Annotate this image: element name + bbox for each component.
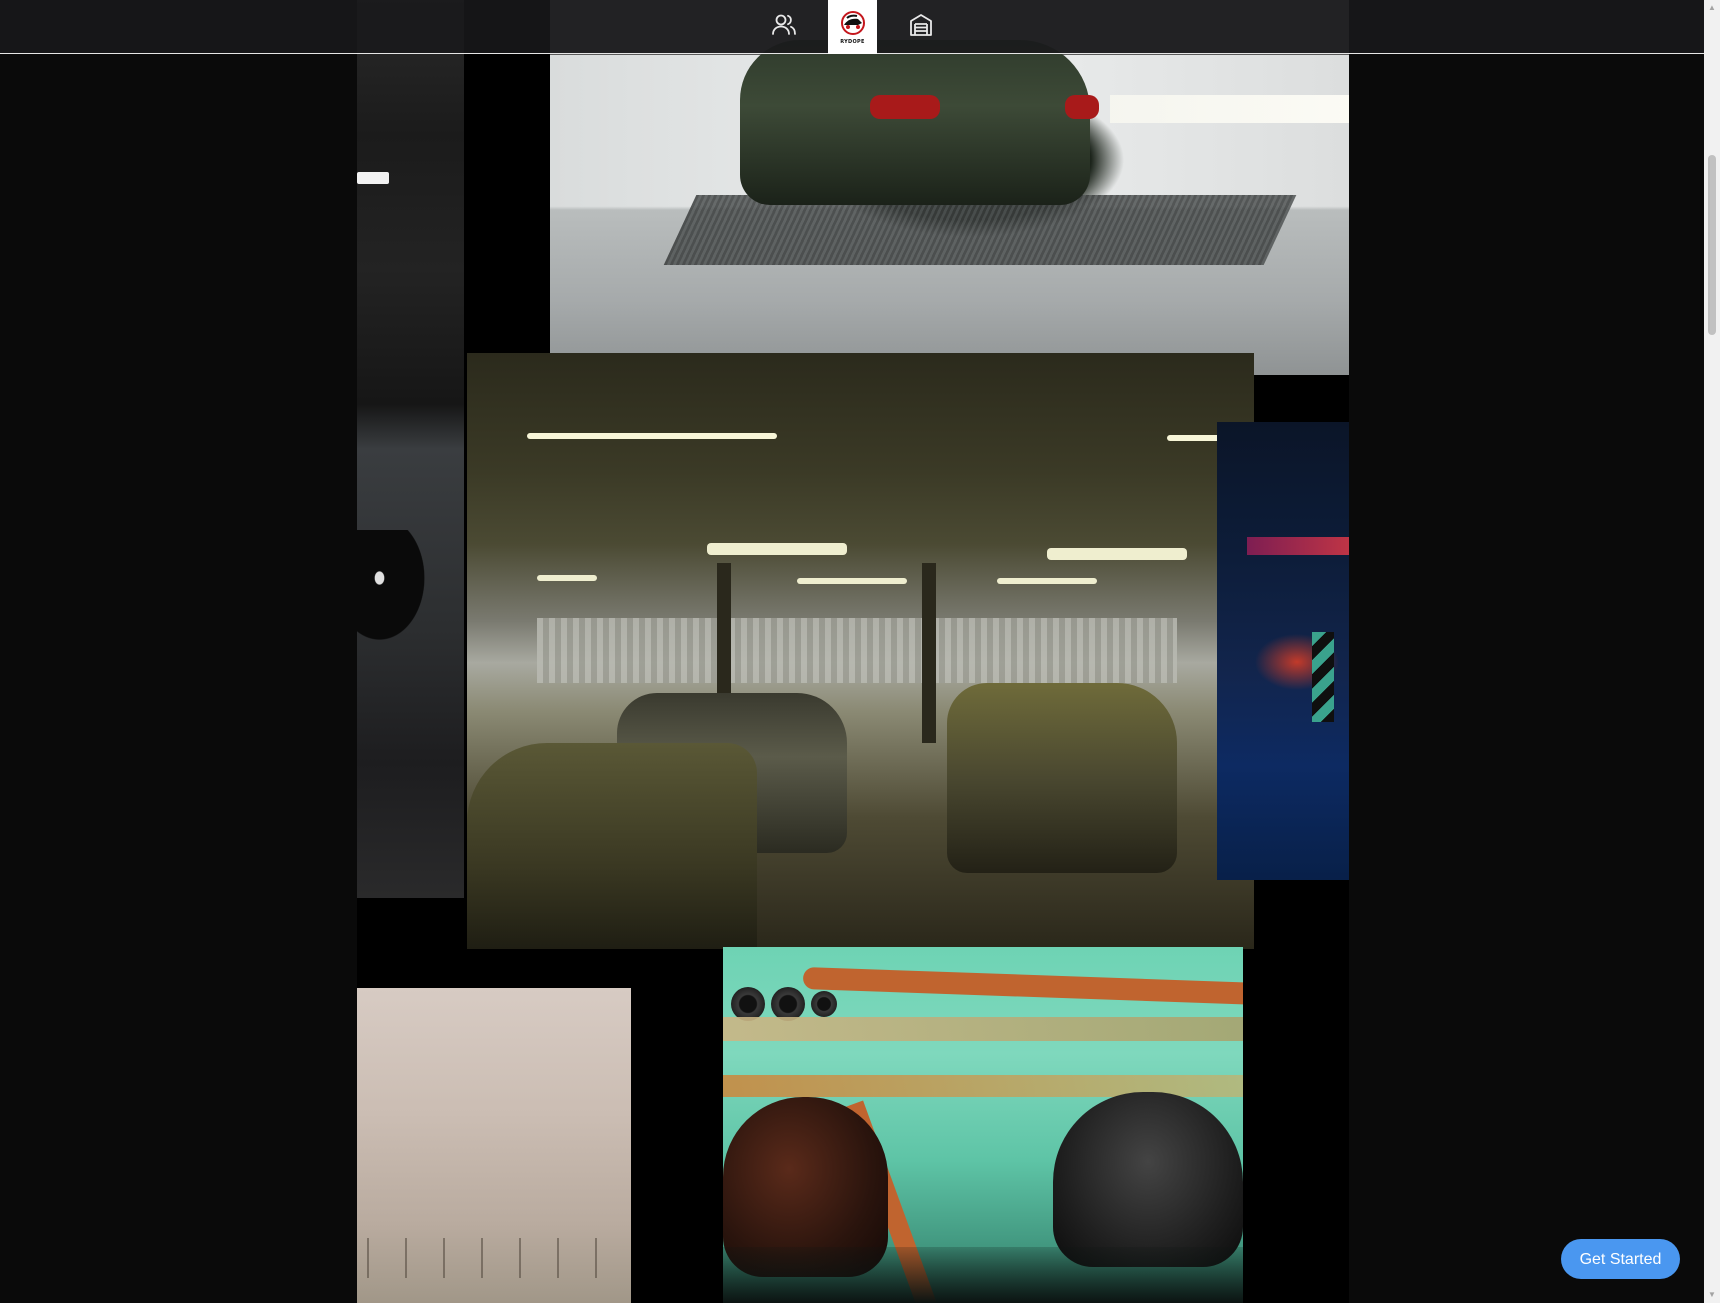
garage-pillar bbox=[922, 563, 936, 743]
photo-collage bbox=[357, 0, 1349, 1303]
ceiling-light bbox=[1167, 435, 1254, 441]
tail-light bbox=[870, 95, 940, 119]
ceiling-light bbox=[797, 578, 907, 584]
exhaust-pipe bbox=[811, 991, 837, 1017]
bmw-car-shape bbox=[740, 40, 1090, 205]
scroll-up-arrow-icon[interactable]: ▲ bbox=[1708, 3, 1716, 12]
neon-stripe bbox=[1247, 537, 1349, 555]
vertical-scrollbar[interactable]: ▲ ▼ bbox=[1704, 0, 1720, 1303]
fence-posts bbox=[367, 1238, 617, 1278]
photo-shadow bbox=[723, 1247, 1243, 1303]
light-bar bbox=[723, 1075, 1243, 1097]
users-icon[interactable] bbox=[769, 10, 799, 40]
ceiling-light bbox=[997, 578, 1097, 584]
gallery-image-motorcycle[interactable] bbox=[357, 0, 464, 898]
ceiling-light bbox=[1047, 548, 1187, 560]
car-helmet-logo-icon bbox=[840, 11, 865, 35]
floor-grate bbox=[663, 195, 1297, 265]
striped-pillar bbox=[1312, 632, 1334, 722]
helmet-right bbox=[1053, 1092, 1243, 1267]
scroll-down-arrow-icon[interactable]: ▼ bbox=[1708, 1290, 1716, 1299]
light-bar bbox=[723, 1017, 1243, 1041]
gallery-image-pit-garage[interactable] bbox=[467, 353, 1254, 949]
wall-lights bbox=[1110, 95, 1349, 123]
gallery-image-neon-garage[interactable] bbox=[1217, 422, 1349, 880]
grandstand bbox=[537, 618, 1177, 683]
motorcycle-shape bbox=[357, 530, 432, 650]
top-navigation-bar: RYDOPE bbox=[0, 0, 1704, 54]
ceiling-light bbox=[707, 543, 847, 555]
gallery-image-helmets[interactable] bbox=[723, 947, 1243, 1303]
race-car-shape bbox=[467, 743, 757, 949]
race-car-shape bbox=[947, 683, 1177, 873]
get-started-button[interactable]: Get Started bbox=[1561, 1239, 1680, 1279]
light-reflection bbox=[357, 172, 389, 184]
ceiling-light bbox=[537, 575, 597, 581]
tail-light bbox=[1065, 95, 1099, 119]
roll-cage-bar bbox=[802, 966, 1243, 1006]
logo-text: RYDOPE bbox=[840, 39, 865, 45]
scroll-thumb[interactable] bbox=[1708, 155, 1716, 335]
garage-icon[interactable] bbox=[906, 10, 936, 40]
exhaust-pipe bbox=[771, 987, 805, 1021]
gallery-image-foggy-field[interactable] bbox=[357, 988, 631, 1303]
exhaust-pipe bbox=[731, 987, 765, 1021]
ceiling-light bbox=[527, 433, 777, 439]
home-logo-tab[interactable]: RYDOPE bbox=[828, 0, 877, 54]
gallery-image-bmw[interactable] bbox=[550, 0, 1349, 375]
